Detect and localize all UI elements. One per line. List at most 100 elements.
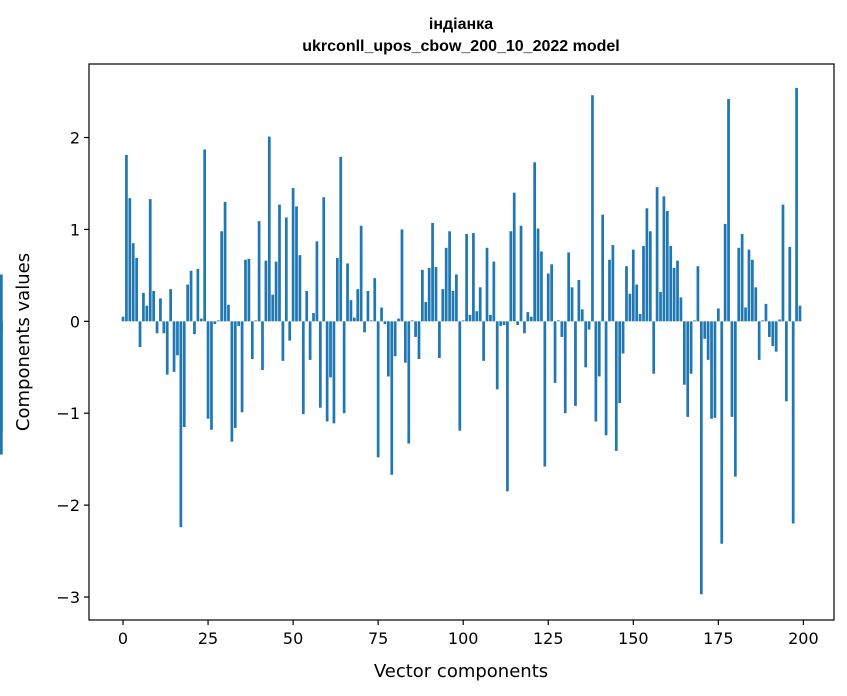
- bar: [461, 320, 465, 322]
- bar: [495, 321, 499, 390]
- bar: [455, 274, 458, 322]
- x-tick-label: 125: [533, 629, 564, 648]
- bar: [298, 255, 302, 322]
- bar: [672, 268, 676, 322]
- bar: [682, 321, 686, 385]
- bar: [764, 303, 768, 322]
- bar: [570, 287, 574, 322]
- bar: [138, 321, 142, 348]
- bar: [271, 294, 275, 322]
- bar: [363, 321, 366, 333]
- bar: [281, 321, 285, 361]
- x-tick-label: 175: [703, 629, 734, 648]
- bar: [468, 314, 472, 322]
- bar: [165, 321, 169, 375]
- bar: [604, 321, 608, 436]
- bar: [492, 261, 496, 322]
- bar: [356, 289, 360, 322]
- bar: [308, 321, 312, 360]
- x-tick-label: 100: [448, 629, 479, 648]
- bar: [240, 321, 244, 413]
- bar: [278, 204, 281, 322]
- bar: [305, 291, 309, 322]
- bar: [638, 313, 642, 322]
- bar: [193, 321, 196, 335]
- bar: [693, 320, 696, 322]
- bar: [288, 321, 292, 341]
- y-axis-label: Components values: [13, 253, 34, 431]
- bar: [645, 208, 649, 322]
- bar: [516, 321, 519, 325]
- bar: [369, 320, 373, 322]
- bar: [659, 291, 662, 322]
- bar: [543, 321, 547, 467]
- bar: [652, 321, 656, 374]
- bar: [768, 321, 771, 337]
- bar: [373, 278, 377, 322]
- bar: [540, 251, 543, 322]
- bar: [237, 321, 241, 326]
- bar: [482, 321, 485, 361]
- bar: [791, 321, 795, 524]
- bar: [247, 258, 251, 322]
- bar: [318, 321, 322, 408]
- bar: [366, 291, 370, 322]
- x-tick-label: 200: [788, 629, 819, 648]
- bar: [448, 231, 451, 322]
- bar: [499, 321, 502, 326]
- bar: [444, 247, 448, 322]
- bar: [703, 321, 707, 339]
- bar: [438, 321, 441, 359]
- y-tick-label: 2: [70, 129, 80, 148]
- bar: [390, 321, 394, 475]
- bar: [696, 266, 700, 322]
- bar: [754, 287, 758, 322]
- bar: [795, 87, 798, 322]
- y-tick-label: −1: [56, 404, 80, 423]
- bar: [737, 247, 741, 322]
- bar: [580, 309, 584, 322]
- bar: [512, 192, 516, 322]
- bar: [220, 231, 224, 322]
- bar: [393, 321, 397, 357]
- bar: [523, 321, 526, 334]
- x-tick-label: 0: [118, 629, 128, 648]
- bar: [148, 199, 152, 322]
- bar: [387, 321, 390, 377]
- bar: [591, 95, 594, 322]
- bar: [706, 321, 710, 360]
- bar: [757, 321, 761, 360]
- bar: [771, 321, 775, 347]
- bar: [244, 259, 247, 322]
- y-tick-label: 1: [70, 220, 80, 239]
- bar: [359, 225, 363, 322]
- bar: [172, 321, 176, 372]
- bar: [679, 297, 683, 322]
- bar: [642, 245, 645, 322]
- bar: [421, 269, 424, 322]
- bar: [710, 321, 713, 419]
- bar: [339, 156, 343, 322]
- bar: [264, 260, 268, 322]
- bar: [662, 196, 666, 322]
- bar: [747, 249, 751, 322]
- bar: [723, 223, 727, 322]
- bar: [325, 321, 329, 422]
- bar: [131, 243, 135, 322]
- bar: [546, 273, 550, 322]
- bar: [550, 264, 554, 322]
- bar: [376, 321, 380, 458]
- bar: [716, 308, 720, 322]
- bar: [587, 321, 591, 330]
- bar: [733, 321, 737, 477]
- bar: [152, 291, 155, 322]
- bar: [169, 289, 172, 322]
- bar: [740, 234, 744, 322]
- bar: [295, 206, 298, 322]
- bar: [567, 252, 571, 322]
- bar: [414, 321, 417, 337]
- bar: [162, 321, 166, 334]
- bar: [210, 321, 213, 430]
- bar: [179, 321, 183, 528]
